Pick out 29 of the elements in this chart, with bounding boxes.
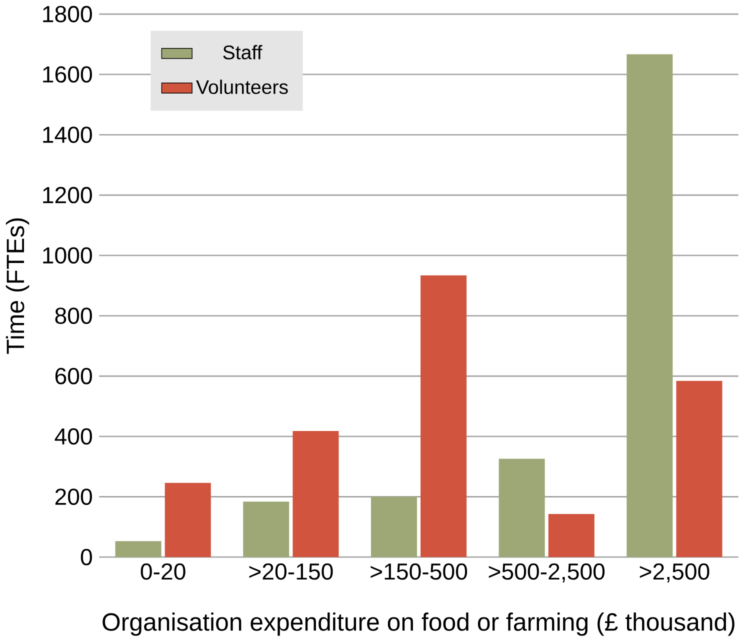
y-tick-label: 0 bbox=[80, 549, 92, 566]
bar bbox=[548, 514, 594, 558]
bar bbox=[292, 431, 339, 558]
bar bbox=[370, 496, 417, 558]
bar bbox=[626, 54, 673, 558]
bar bbox=[420, 275, 467, 558]
bar bbox=[164, 483, 211, 558]
bar bbox=[498, 458, 545, 558]
y-tick-label: 200 bbox=[55, 488, 92, 506]
y-tick-label: 800 bbox=[55, 308, 92, 324]
x-tick-label: 0-20 bbox=[140, 564, 186, 580]
y-tick-label: 1000 bbox=[43, 247, 92, 264]
bar bbox=[115, 541, 162, 558]
y-tick-label: 1600 bbox=[43, 66, 92, 83]
legend-label: Staff bbox=[223, 45, 262, 60]
x-axis-title: Organisation expenditure on food or farming (£ thousand) bbox=[102, 612, 734, 636]
y-tick-label: 1400 bbox=[43, 126, 92, 144]
y-tick-label: 600 bbox=[55, 368, 92, 384]
x-tick-label: >500-2,500 bbox=[488, 564, 605, 583]
x-tick-label: >2,500 bbox=[640, 564, 710, 583]
bar bbox=[676, 381, 722, 558]
bar bbox=[243, 502, 290, 558]
x-tick-label: >20-150 bbox=[249, 564, 333, 580]
y-axis-title: Time (FTEs) bbox=[6, 218, 30, 354]
y-tick-label: 1200 bbox=[43, 187, 92, 204]
legend-label: Volunteers bbox=[196, 80, 288, 94]
y-tick-label: 400 bbox=[54, 428, 92, 445]
x-tick-label: >150-500 bbox=[370, 564, 468, 580]
y-tick-label: 1800 bbox=[43, 6, 92, 22]
